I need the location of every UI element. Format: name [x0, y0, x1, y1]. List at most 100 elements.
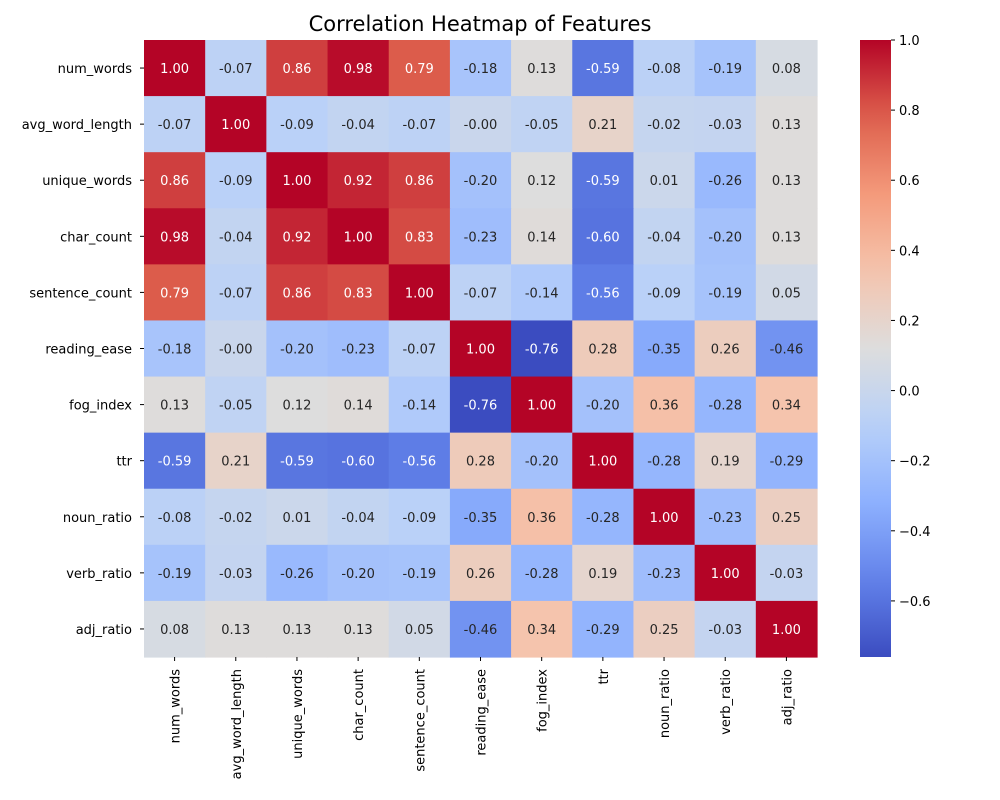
- heatmap-cell: [205, 488, 267, 546]
- heatmap-cell: [449, 320, 512, 378]
- heatmap-cell: [449, 432, 512, 490]
- colorbar-tick-label: 0.0: [899, 385, 920, 400]
- cell-value-label: -0.04: [647, 230, 681, 245]
- heatmap-cell: [755, 96, 818, 153]
- heatmap-cell: [144, 320, 206, 378]
- cell-value-label: 0.08: [772, 62, 801, 77]
- heatmap-cell: [266, 544, 329, 602]
- heatmap-cell: [633, 544, 696, 602]
- cell-value-label: 0.13: [772, 118, 801, 133]
- heatmap-cell: [511, 208, 573, 265]
- heatmap-cell: [572, 264, 635, 322]
- x-tick-label: verb_ratio: [719, 669, 734, 735]
- heatmap-cell: [327, 208, 390, 265]
- chart-title: Correlation Heatmap of Features: [309, 12, 652, 36]
- y-tick-label: num_words: [58, 62, 133, 77]
- cell-value-label: -0.03: [770, 567, 804, 582]
- cell-value-label: -0.76: [525, 343, 559, 358]
- cell-value-label: -0.20: [341, 567, 375, 582]
- cell-value-label: -0.23: [464, 230, 498, 245]
- heatmap-cell: [266, 152, 329, 209]
- cell-value-label: 0.26: [711, 343, 740, 358]
- heatmap-cell: [572, 152, 635, 209]
- cell-value-label: -0.05: [525, 118, 559, 133]
- cell-value-label: 1.00: [588, 455, 617, 470]
- heatmap-cell: [449, 40, 512, 97]
- heatmap-cell: [144, 600, 206, 658]
- cell-value-label: -0.19: [708, 286, 742, 301]
- heatmap-cell: [572, 488, 635, 546]
- cell-value-label: -0.14: [525, 286, 559, 301]
- heatmap-cell: [327, 488, 390, 546]
- y-tick-label: sentence_count: [29, 286, 132, 301]
- cell-value-label: -0.35: [464, 511, 498, 526]
- cell-value-label: 0.34: [772, 399, 801, 414]
- cell-value-label: -0.20: [586, 399, 620, 414]
- cell-value-label: 0.25: [772, 511, 801, 526]
- cell-value-label: -0.02: [647, 118, 681, 133]
- cell-value-label: -0.23: [341, 343, 375, 358]
- heatmap-cells: 1.00 -0.07 0.86 0.98 0.79 -0.18 0.13 -0.59 -0.08…: [144, 40, 818, 658]
- heatmap-cell: [633, 376, 696, 434]
- heatmap-cell: [511, 488, 573, 546]
- cell-value-label: 0.13: [772, 174, 801, 189]
- cell-value-label: -0.59: [586, 174, 620, 189]
- cell-value-label: 0.21: [588, 118, 617, 133]
- heatmap-cell: [205, 264, 267, 322]
- heatmap-cell: [205, 600, 267, 658]
- cell-value-label: 0.26: [466, 567, 495, 582]
- cell-value-label: 1.00: [160, 62, 189, 77]
- cell-value-label: -0.20: [708, 230, 742, 245]
- cell-value-label: -0.03: [708, 118, 742, 133]
- heatmap-cell: [694, 376, 757, 434]
- cell-value-label: -0.59: [158, 455, 192, 470]
- cell-value-label: 0.12: [527, 174, 556, 189]
- heatmap-cell: [266, 40, 329, 97]
- heatmap-cell: [144, 432, 206, 490]
- colorbar-tick-label: −0.4: [899, 525, 931, 540]
- heatmap-cell: [144, 208, 206, 265]
- cell-value-label: 0.98: [160, 230, 189, 245]
- heatmap-cell: [327, 152, 390, 209]
- heatmap-cell: [572, 432, 635, 490]
- heatmap-cell: [755, 376, 818, 434]
- heatmap-cell: [511, 600, 573, 658]
- heatmap-cell: [755, 488, 818, 546]
- heatmap-cell: [327, 40, 390, 97]
- heatmap-cell: [572, 208, 635, 265]
- heatmap-cell: [755, 152, 818, 209]
- heatmap-cell: [266, 600, 329, 658]
- heatmap-cell: [266, 432, 329, 490]
- colorbar-tick-label: 1.0: [899, 34, 920, 49]
- cell-value-label: -0.18: [158, 343, 192, 358]
- heatmap-cell: [266, 376, 329, 434]
- cell-value-label: -0.00: [219, 343, 253, 358]
- cell-value-label: -0.28: [708, 399, 742, 414]
- y-tick-label: verb_ratio: [66, 567, 132, 582]
- heatmap-cell: [755, 544, 818, 602]
- cell-value-label: 0.14: [344, 399, 373, 414]
- cell-value-label: -0.09: [280, 118, 314, 133]
- heatmap-cell: [694, 432, 757, 490]
- cell-value-label: -0.26: [708, 174, 742, 189]
- cell-value-label: -0.07: [402, 343, 436, 358]
- cell-value-label: -0.18: [464, 62, 498, 77]
- cell-value-label: -0.29: [586, 623, 620, 638]
- cell-value-label: -0.20: [280, 343, 314, 358]
- heatmap-cell: [694, 152, 757, 209]
- heatmap-cell: [694, 96, 757, 153]
- cell-value-label: 0.01: [650, 174, 679, 189]
- heatmap-cell: [205, 544, 267, 602]
- heatmap-cell: [511, 40, 573, 97]
- y-tick-label: reading_ease: [45, 343, 132, 358]
- cell-value-label: -0.04: [341, 118, 375, 133]
- heatmap-cell: [205, 152, 267, 209]
- heatmap-cell: [511, 96, 573, 153]
- heatmap-cell: [694, 320, 757, 378]
- heatmap-cell: [511, 264, 573, 322]
- y-tick-label: noun_ratio: [63, 511, 132, 526]
- cell-value-label: 0.21: [221, 455, 250, 470]
- heatmap-cell: [388, 488, 451, 546]
- cell-value-label: 0.28: [466, 455, 495, 470]
- heatmap-cell: [205, 40, 267, 97]
